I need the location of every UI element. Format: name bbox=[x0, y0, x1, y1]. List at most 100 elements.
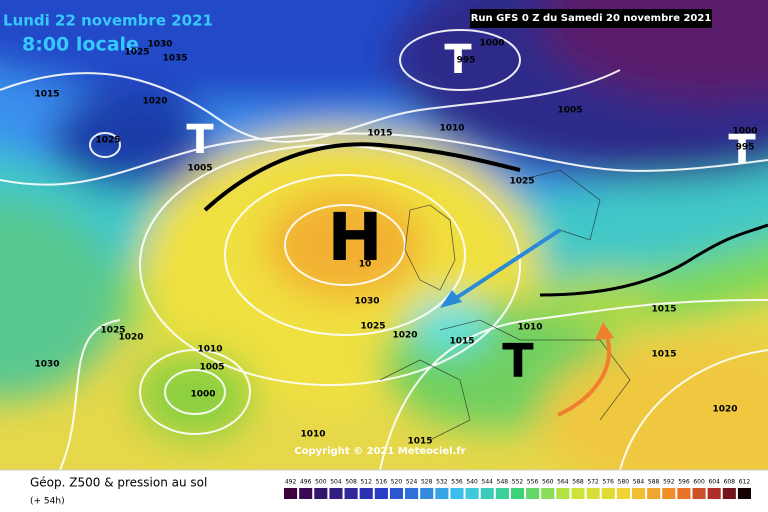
legend-swatch bbox=[420, 488, 434, 499]
isobar-label: 1020 bbox=[118, 333, 143, 343]
isobar-label: 1015 bbox=[407, 437, 432, 447]
legend-swatch bbox=[450, 488, 464, 499]
legend-swatch bbox=[677, 488, 691, 499]
isobar-label: 1025 bbox=[95, 136, 120, 146]
pressure-system: T bbox=[186, 117, 214, 163]
isobar-label: 1030 bbox=[147, 40, 172, 50]
isobar-label: 1015 bbox=[651, 305, 676, 315]
isobar-label: 1015 bbox=[449, 337, 474, 347]
legend-swatch bbox=[601, 488, 615, 499]
legend-value: 548 bbox=[497, 479, 509, 486]
legend-value: 524 bbox=[406, 479, 418, 486]
isobar-label: 1000 bbox=[479, 39, 504, 49]
legend-swatch bbox=[495, 488, 509, 499]
legend-value: 568 bbox=[572, 479, 584, 486]
isobar-label: 1025 bbox=[124, 48, 149, 58]
legend-value: 576 bbox=[603, 479, 615, 486]
legend-value: 560 bbox=[542, 479, 554, 486]
legend-swatch bbox=[435, 488, 449, 499]
legend-swatch bbox=[526, 488, 540, 499]
legend-value: 592 bbox=[663, 479, 675, 486]
isobar-label: 1020 bbox=[392, 331, 417, 341]
isobar-label: 1010 bbox=[439, 124, 464, 134]
legend-value: 492 bbox=[285, 479, 297, 486]
legend-swatch bbox=[692, 488, 706, 499]
legend-swatch bbox=[344, 488, 358, 499]
isobar-label: 1000 bbox=[190, 390, 215, 400]
legend-swatch bbox=[510, 488, 525, 499]
legend-subtitle: (+ 54h) bbox=[30, 497, 65, 507]
isobar-label: 1010 bbox=[517, 323, 542, 333]
legend-value: 608 bbox=[724, 479, 736, 486]
legend-value: 504 bbox=[330, 479, 342, 486]
legend-value: 600 bbox=[693, 479, 705, 486]
isobar-label: 1005 bbox=[199, 363, 224, 373]
legend-value: 564 bbox=[557, 479, 569, 486]
legend-swatch bbox=[586, 488, 600, 499]
legend-value: 500 bbox=[315, 479, 327, 486]
legend-swatch bbox=[616, 488, 630, 499]
legend-value: 544 bbox=[482, 479, 494, 486]
isobar-label: 1025 bbox=[360, 322, 385, 332]
legend-swatch bbox=[329, 488, 343, 499]
isobar-label: 1025 bbox=[100, 326, 125, 336]
isobar-label: 1015 bbox=[367, 129, 392, 139]
legend-swatch bbox=[374, 488, 388, 499]
isobar-label: 1020 bbox=[142, 97, 167, 107]
legend-swatch bbox=[299, 488, 313, 499]
isobar-label: 1035 bbox=[162, 54, 187, 64]
legend-value: 536 bbox=[451, 479, 463, 486]
isobar-label: 1015 bbox=[651, 350, 676, 360]
isobar-label: 1010 bbox=[197, 345, 222, 355]
legend-swatch bbox=[284, 488, 298, 499]
map-time: 8:00 locale bbox=[22, 34, 139, 56]
legend-value: 612 bbox=[739, 479, 751, 486]
legend-value: 516 bbox=[376, 479, 388, 486]
isobar-label: 995 bbox=[457, 56, 476, 66]
isobar-label: 1025 bbox=[509, 177, 534, 187]
legend-swatch bbox=[647, 488, 661, 499]
legend-swatch bbox=[359, 488, 373, 499]
isobar-label: 1030 bbox=[354, 297, 379, 307]
isobar-label: 1000 bbox=[732, 127, 757, 137]
legend-swatch bbox=[571, 488, 585, 499]
legend-value: 552 bbox=[512, 479, 524, 486]
legend-value: 508 bbox=[345, 479, 357, 486]
legend-title: Géop. Z500 & pression au sol bbox=[30, 476, 207, 490]
legend-value: 540 bbox=[466, 479, 478, 486]
map-date: Lundi 22 novembre 2021 bbox=[3, 12, 213, 30]
isobar-label: 1030 bbox=[34, 360, 59, 370]
legend-swatch bbox=[541, 488, 555, 499]
pressure-system: T bbox=[728, 127, 756, 173]
legend-swatch bbox=[480, 488, 494, 499]
pressure-system: H bbox=[327, 199, 382, 276]
legend-swatch bbox=[465, 488, 479, 499]
isobar-label: 1005 bbox=[557, 106, 582, 116]
legend-value: 584 bbox=[633, 479, 645, 486]
legend-value: 596 bbox=[678, 479, 690, 486]
legend-swatch bbox=[631, 488, 646, 499]
legend-value: 604 bbox=[708, 479, 720, 486]
legend-value: 588 bbox=[648, 479, 660, 486]
isobar-label: 995 bbox=[736, 143, 755, 153]
legend-value: 496 bbox=[300, 479, 312, 486]
legend-value: 532 bbox=[436, 479, 448, 486]
isobar-label: 10 bbox=[359, 260, 372, 270]
legend-swatch bbox=[707, 488, 721, 499]
legend-value: 572 bbox=[587, 479, 599, 486]
copyright: Copyright © 2021 Meteociel.fr bbox=[294, 446, 465, 457]
legend-value: 512 bbox=[360, 479, 372, 486]
legend-value: 520 bbox=[391, 479, 403, 486]
legend-swatch bbox=[737, 488, 751, 499]
pressure-system: T bbox=[444, 37, 472, 83]
map-field bbox=[0, 0, 768, 470]
legend-swatch bbox=[389, 488, 404, 499]
legend-swatch bbox=[556, 488, 570, 499]
isobar-label: 1005 bbox=[187, 164, 212, 174]
isobar-label: 1015 bbox=[34, 90, 59, 100]
legend-swatch bbox=[405, 488, 419, 499]
legend-value: 528 bbox=[421, 479, 433, 486]
isobar-label: 1020 bbox=[712, 405, 737, 415]
